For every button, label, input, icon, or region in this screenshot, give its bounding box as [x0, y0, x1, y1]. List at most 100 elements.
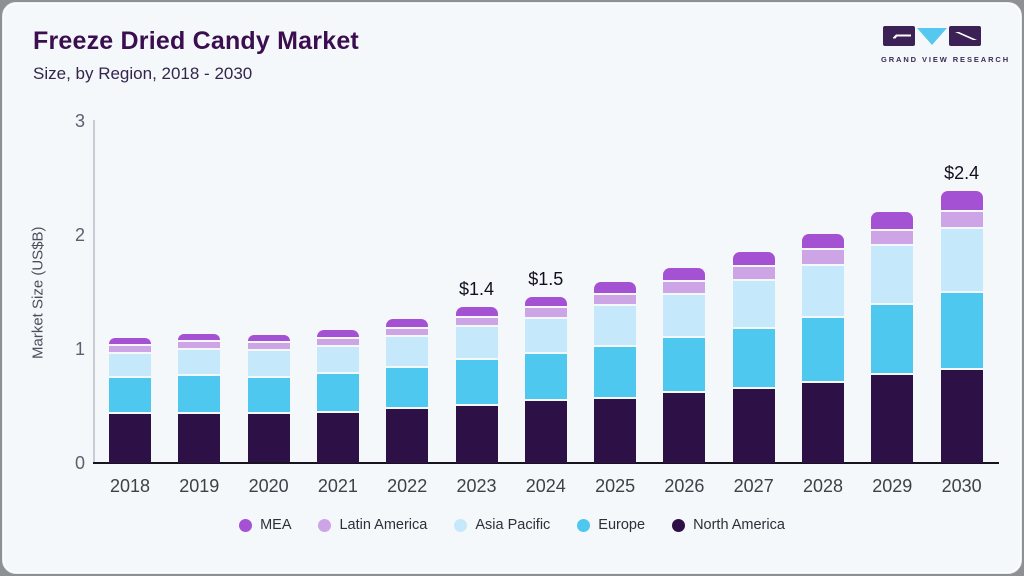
bar-segment-europe — [455, 360, 498, 404]
bar-2027 — [732, 252, 775, 463]
legend-label: Europe — [598, 517, 646, 533]
bar-segment-north-america — [109, 414, 151, 463]
stacked-bar-chart: Market Size (US$B) 0 1 2 3 $1.4 $1.5 $2.4 201… — [3, 3, 1021, 573]
bar-segment-north-america — [178, 414, 221, 463]
bar-segment-europe — [178, 376, 221, 412]
bar-segment-latin-america — [732, 267, 775, 279]
bar-segment-asia-pacific — [940, 228, 983, 291]
bar-value-label-2030: $2.4 — [944, 163, 980, 183]
bar-segment-asia-pacific — [732, 281, 775, 327]
bar-segment-asia-pacific — [455, 327, 498, 358]
bar-segment-europe — [732, 329, 775, 387]
bar-segment-asia-pacific — [802, 266, 844, 316]
x-tick-label-2020: 2020 — [248, 476, 289, 496]
bar-2025 — [594, 282, 637, 463]
bar-2022 — [386, 319, 429, 463]
y-tick-label: 2 — [74, 225, 85, 245]
bar-segment-europe — [663, 337, 706, 392]
bar-segment-europe — [247, 378, 290, 412]
x-tick-label-2029: 2029 — [872, 476, 913, 496]
gvr-logo-text: GRAND VIEW RESEARCH — [881, 55, 1011, 64]
x-tick-label-2026: 2026 — [664, 476, 705, 496]
bar-segment-mea — [940, 191, 983, 210]
bar-segment-asia-pacific — [109, 354, 151, 376]
bar-segment-north-america — [802, 383, 844, 463]
x-tick-label-2025: 2025 — [595, 476, 636, 496]
y-tick-label: 1 — [74, 339, 85, 359]
legend-label: Asia Pacific — [475, 517, 551, 533]
legend-item-europe: Europe — [577, 517, 645, 533]
bar-2026 — [663, 268, 706, 463]
bar-segment-mea — [386, 319, 429, 327]
bar-2018 — [109, 338, 151, 463]
bar-segment-asia-pacific — [663, 294, 706, 336]
page-title: Freeze Dried Candy Market — [33, 27, 359, 55]
bar-segment-latin-america — [455, 318, 498, 325]
legend-item-latin-america: Latin America — [318, 517, 427, 533]
x-tick-label-2030: 2030 — [941, 476, 982, 496]
x-tick-label-2021: 2021 — [317, 476, 358, 496]
bar-segment-north-america — [594, 399, 637, 463]
bar-segment-north-america — [732, 389, 775, 463]
x-tick-label-2018: 2018 — [109, 476, 151, 496]
bar-segment-europe — [109, 378, 151, 412]
y-tick-label: 0 — [74, 453, 85, 473]
bar-segment-mea — [663, 268, 706, 280]
bar-2021 — [316, 330, 359, 463]
bar-segment-north-america — [871, 375, 914, 463]
bar-segment-mea — [594, 282, 637, 293]
bar-segment-north-america — [316, 413, 359, 463]
bar-segment-latin-america — [109, 346, 151, 352]
bar-2024 — [524, 297, 567, 463]
y-axis-line — [93, 120, 95, 464]
bar-2028 — [802, 234, 844, 463]
bar-segment-north-america — [940, 370, 983, 463]
bar-segment-europe — [940, 292, 983, 369]
bar-2030 — [940, 191, 983, 463]
bar-2019 — [178, 334, 221, 463]
legend-item-asia-pacific: Asia Pacific — [454, 517, 550, 533]
legend-swatch — [577, 518, 591, 532]
page-subtitle: Size, by Region, 2018 - 2030 — [33, 64, 253, 83]
x-tick-label-2028: 2028 — [802, 476, 844, 496]
bar-segment-mea — [732, 252, 775, 265]
legend-item-mea: MEA — [239, 517, 291, 533]
bar-segment-asia-pacific — [594, 306, 637, 345]
bar-segment-latin-america — [871, 231, 914, 244]
gvr-logo: GRAND VIEW RESEARCH — [881, 25, 1011, 64]
bar-segment-latin-america — [386, 329, 429, 335]
bar-value-label-2023: $1.4 — [458, 279, 495, 299]
bar-segment-mea — [871, 212, 914, 229]
legend-swatch — [318, 518, 332, 532]
bar-segment-europe — [871, 305, 914, 373]
bar-segment-north-america — [524, 401, 567, 463]
bar-segment-mea — [247, 335, 290, 341]
bar-segment-mea — [802, 234, 844, 248]
bar-2029 — [871, 212, 914, 463]
legend-swatch — [239, 518, 253, 532]
gvr-logo-icon — [883, 26, 981, 46]
legend-item-north-america: North America — [672, 517, 785, 533]
bar-segment-latin-america — [178, 342, 221, 348]
bar-segment-asia-pacific — [386, 337, 429, 366]
bar-segment-north-america — [663, 393, 706, 463]
bar-2020 — [247, 335, 290, 463]
x-tick-label-2019: 2019 — [179, 476, 220, 496]
bar-segment-asia-pacific — [178, 350, 221, 374]
bar-segment-asia-pacific — [871, 246, 914, 303]
bar-segment-europe — [802, 318, 844, 381]
bar-segment-mea — [455, 307, 498, 316]
y-axis-title: Market Size (US$B) — [29, 226, 47, 359]
bar-segment-mea — [109, 338, 151, 344]
bar-segment-latin-america — [316, 339, 359, 345]
x-axis-line — [93, 462, 999, 464]
bar-segment-north-america — [386, 409, 429, 463]
bar-segment-latin-america — [663, 281, 706, 293]
legend-label: Latin America — [339, 517, 428, 533]
bar-segment-north-america — [247, 414, 290, 462]
bar-segment-asia-pacific — [524, 319, 567, 352]
bar-segment-asia-pacific — [247, 351, 290, 376]
bar-segment-europe — [524, 354, 567, 399]
bar-segment-latin-america — [940, 211, 983, 227]
